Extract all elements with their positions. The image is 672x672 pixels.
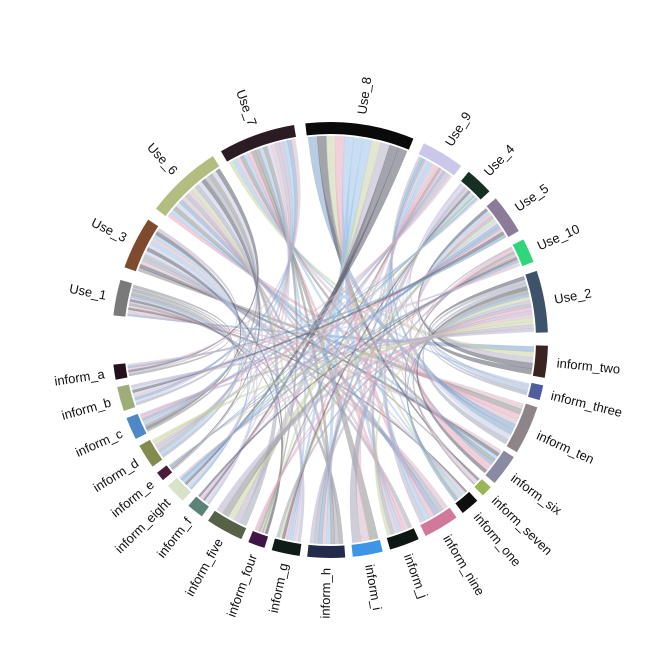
chord-link-use-6-inform-eight xyxy=(187,181,263,488)
sector-label-inform-h: inform_h xyxy=(318,568,334,619)
chord-link-use-3-inform-d xyxy=(153,234,245,456)
sector-label-use-5: Use_5 xyxy=(512,181,551,215)
sector-label-inform-five: inform_five xyxy=(182,536,226,599)
chord-link-use-6-inform-b xyxy=(134,170,259,404)
sector-arc-inform-four xyxy=(248,531,269,548)
sector-label-inform-j: inform_j xyxy=(401,552,431,601)
sector-label-inform-f: inform_f xyxy=(154,514,195,560)
sector-arcs xyxy=(113,121,548,559)
chord-link-use-10-inform-seven xyxy=(410,249,515,485)
sector-arc-use-3 xyxy=(124,219,159,272)
chord-link-use-9-inform-b xyxy=(133,174,453,399)
sector-arc-inform-two xyxy=(532,345,548,378)
chord-link-use-3-inform-c xyxy=(145,231,242,430)
chord-link-use-8-inform-eight xyxy=(184,147,408,486)
sector-arc-inform-five xyxy=(208,510,247,540)
sector-arc-inform-a xyxy=(113,363,128,380)
sector-label-use-7: Use_7 xyxy=(233,88,260,128)
sector-label-inform-four: inform_four xyxy=(224,551,261,619)
sector-arc-use-8 xyxy=(305,121,414,150)
sector-arc-use-6 xyxy=(155,156,220,217)
sector-arc-use-1 xyxy=(113,279,132,317)
sector-label-use-10: Use_10 xyxy=(535,221,582,253)
sector-label-use-6: Use_6 xyxy=(144,140,181,178)
chord-link-use-2-inform-one xyxy=(406,293,530,502)
sector-arc-inform-b xyxy=(117,384,136,411)
sector-arc-inform-e xyxy=(157,465,173,481)
sector-arc-inform-eight xyxy=(167,477,191,501)
chord-link-use-3-inform-f xyxy=(147,243,258,504)
sector-arc-inform-six xyxy=(485,450,514,484)
sector-arc-use-2 xyxy=(525,270,548,333)
chord-link-use-4-inform-two xyxy=(409,182,534,364)
sector-label-inform-ten: inform_ten xyxy=(534,428,596,467)
sector-arc-inform-nine xyxy=(420,507,457,536)
sector-arc-use-4 xyxy=(461,171,490,200)
sector-arc-inform-ten xyxy=(506,403,538,453)
sector-label-inform-i: inform_i xyxy=(362,563,385,611)
chord-link-use-1-inform-eight xyxy=(130,294,249,490)
chord-link-use-5-inform-a xyxy=(127,234,507,369)
chord-link-use-2-inform-three xyxy=(427,279,528,396)
sector-label-use-2: Use_2 xyxy=(553,285,593,306)
sector-arc-inform-h xyxy=(307,544,346,559)
sector-label-inform-g: inform_g xyxy=(266,562,291,615)
sector-arc-inform-seven xyxy=(474,479,491,496)
chord-link-use-10-inform-six xyxy=(414,248,514,471)
sector-arc-inform-d xyxy=(139,439,163,467)
chord-link-use-6-inform-d xyxy=(158,175,260,453)
sector-label-inform-a: inform_a xyxy=(53,366,106,388)
sector-label-inform-c: inform_c xyxy=(73,426,125,460)
sector-arc-inform-j xyxy=(386,528,419,550)
sector-arc-use-9 xyxy=(418,143,462,176)
chord-link-use-5-inform-three xyxy=(417,210,529,391)
chord-link-use-3-inform-eight xyxy=(149,240,252,489)
sector-arc-inform-c xyxy=(126,413,147,439)
chord-link-use-2-inform-two xyxy=(428,276,533,375)
chord-link-use-7-inform-a xyxy=(127,138,301,371)
sector-label-inform-three: inform_three xyxy=(549,388,623,420)
sector-label-use-1: Use_1 xyxy=(68,281,108,303)
chord-link-use-7-inform-b xyxy=(134,139,298,401)
sector-arc-inform-g xyxy=(271,538,302,556)
sector-arc-inform-i xyxy=(351,539,383,557)
chord-link-use-10-inform-a xyxy=(127,264,521,367)
chord-link-use-1-inform-g xyxy=(129,301,305,543)
sector-label-use-4: Use_4 xyxy=(481,141,518,179)
sector-label-use-8: Use_8 xyxy=(354,76,374,115)
sector-arc-use-7 xyxy=(221,124,296,162)
sector-label-use-9: Use_9 xyxy=(442,109,474,149)
chord-link-use-3-inform-four xyxy=(146,247,283,535)
sector-label-inform-nine: inform_nine xyxy=(440,532,488,598)
sector-arc-inform-one xyxy=(455,491,478,513)
chord-link-use-6-inform-a xyxy=(128,168,259,373)
sector-arc-use-5 xyxy=(486,198,519,237)
chord-link-use-4-inform-b xyxy=(132,198,479,396)
sector-arc-inform-f xyxy=(188,496,209,517)
chord-link-use-2-inform-b xyxy=(130,328,535,388)
sector-label-inform-b: inform_b xyxy=(60,395,113,423)
sector-arc-inform-three xyxy=(528,382,544,401)
links-layer xyxy=(127,135,535,545)
sector-label-inform-two: inform_two xyxy=(556,355,621,376)
sector-arc-use-10 xyxy=(512,239,534,267)
sector-label-use-3: Use_3 xyxy=(89,215,129,245)
chord-link-use-7-inform-c xyxy=(143,140,296,426)
